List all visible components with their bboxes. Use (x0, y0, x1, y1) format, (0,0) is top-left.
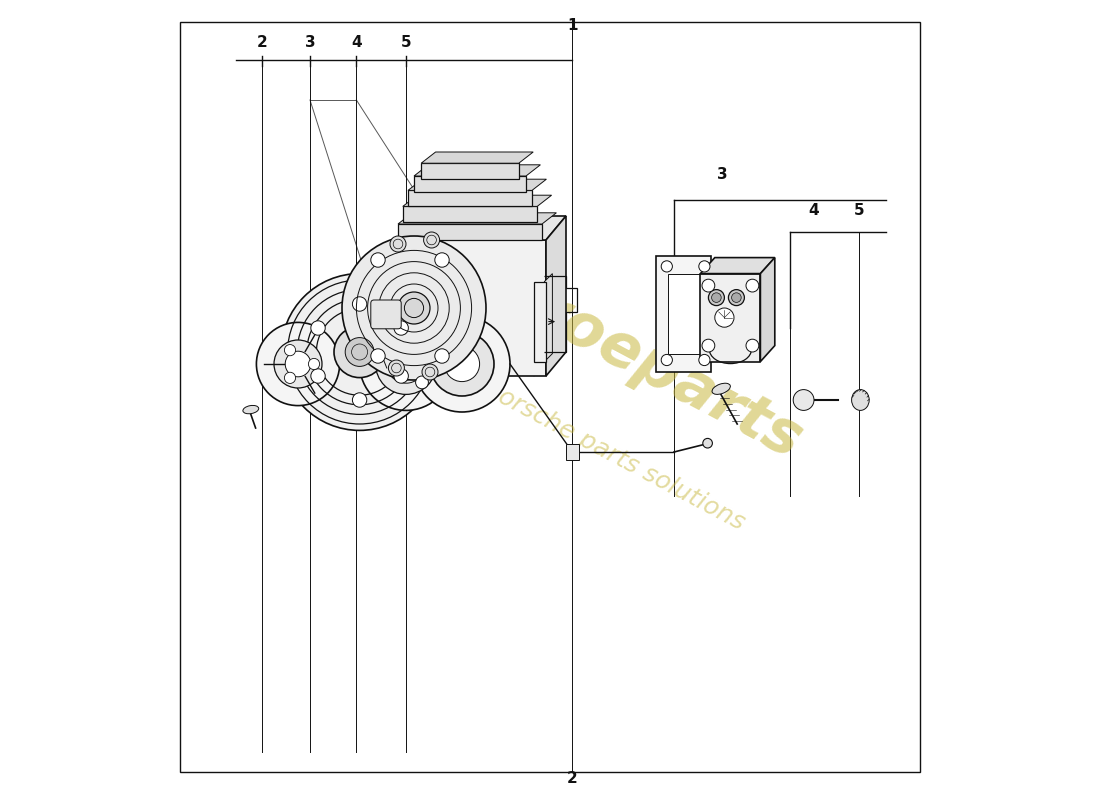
Circle shape (702, 279, 715, 292)
Circle shape (388, 360, 405, 376)
Circle shape (703, 438, 713, 448)
Bar (421, 163, 519, 179)
Polygon shape (414, 165, 540, 176)
Polygon shape (398, 213, 557, 224)
Bar (398, 240, 546, 376)
Circle shape (285, 345, 296, 356)
Circle shape (308, 358, 320, 370)
Circle shape (352, 297, 366, 311)
Circle shape (274, 340, 322, 388)
Text: 3: 3 (305, 35, 316, 50)
Polygon shape (701, 258, 774, 274)
Circle shape (398, 292, 430, 324)
Circle shape (390, 236, 406, 252)
Circle shape (414, 316, 510, 412)
Bar (701, 274, 760, 362)
Circle shape (661, 354, 672, 366)
Circle shape (390, 348, 422, 380)
Polygon shape (760, 258, 774, 362)
Circle shape (285, 351, 311, 377)
Text: 3: 3 (717, 167, 727, 182)
Circle shape (434, 253, 449, 267)
Circle shape (444, 346, 480, 382)
Ellipse shape (712, 383, 730, 394)
Circle shape (698, 261, 710, 272)
Circle shape (256, 322, 340, 406)
Polygon shape (408, 179, 547, 190)
Circle shape (394, 369, 408, 383)
Circle shape (430, 332, 494, 396)
Bar (408, 190, 532, 206)
Polygon shape (421, 152, 534, 163)
Circle shape (394, 321, 408, 335)
Polygon shape (403, 195, 551, 206)
Circle shape (434, 349, 449, 363)
Circle shape (416, 376, 428, 389)
Circle shape (352, 393, 366, 407)
Text: 2: 2 (566, 770, 578, 786)
Circle shape (334, 326, 385, 378)
Circle shape (311, 369, 326, 383)
Bar (403, 206, 537, 222)
Circle shape (715, 308, 734, 327)
Circle shape (698, 354, 710, 366)
Polygon shape (546, 216, 566, 376)
Circle shape (424, 232, 440, 248)
Text: porsche parts solutions: porsche parts solutions (480, 377, 748, 535)
Bar (669, 274, 707, 354)
Circle shape (728, 290, 745, 306)
Text: 4: 4 (808, 203, 820, 218)
Circle shape (342, 236, 486, 380)
Text: 4: 4 (351, 35, 362, 50)
Bar (414, 176, 526, 192)
Circle shape (661, 261, 672, 272)
Circle shape (708, 290, 725, 306)
Bar (566, 444, 579, 460)
Text: guroeparts: guroeparts (448, 240, 812, 472)
Bar (398, 224, 542, 240)
Circle shape (282, 274, 438, 430)
FancyBboxPatch shape (364, 256, 464, 360)
Circle shape (732, 293, 741, 302)
Circle shape (702, 339, 715, 352)
Circle shape (746, 279, 759, 292)
Text: 1: 1 (568, 18, 578, 33)
Text: 2: 2 (256, 35, 267, 50)
FancyBboxPatch shape (371, 300, 402, 329)
Polygon shape (398, 216, 566, 240)
Polygon shape (544, 274, 552, 362)
Circle shape (422, 364, 438, 380)
Text: 5: 5 (400, 35, 411, 50)
Circle shape (746, 339, 759, 352)
Circle shape (371, 253, 385, 267)
Ellipse shape (851, 390, 869, 410)
Circle shape (345, 338, 374, 366)
Circle shape (375, 334, 437, 394)
Circle shape (793, 390, 814, 410)
Text: 5: 5 (854, 203, 865, 218)
Circle shape (285, 372, 296, 383)
Ellipse shape (243, 406, 258, 414)
Bar (657, 256, 711, 372)
Circle shape (712, 293, 722, 302)
Bar (534, 282, 546, 362)
Circle shape (360, 318, 452, 410)
Circle shape (311, 321, 326, 335)
Circle shape (371, 349, 385, 363)
